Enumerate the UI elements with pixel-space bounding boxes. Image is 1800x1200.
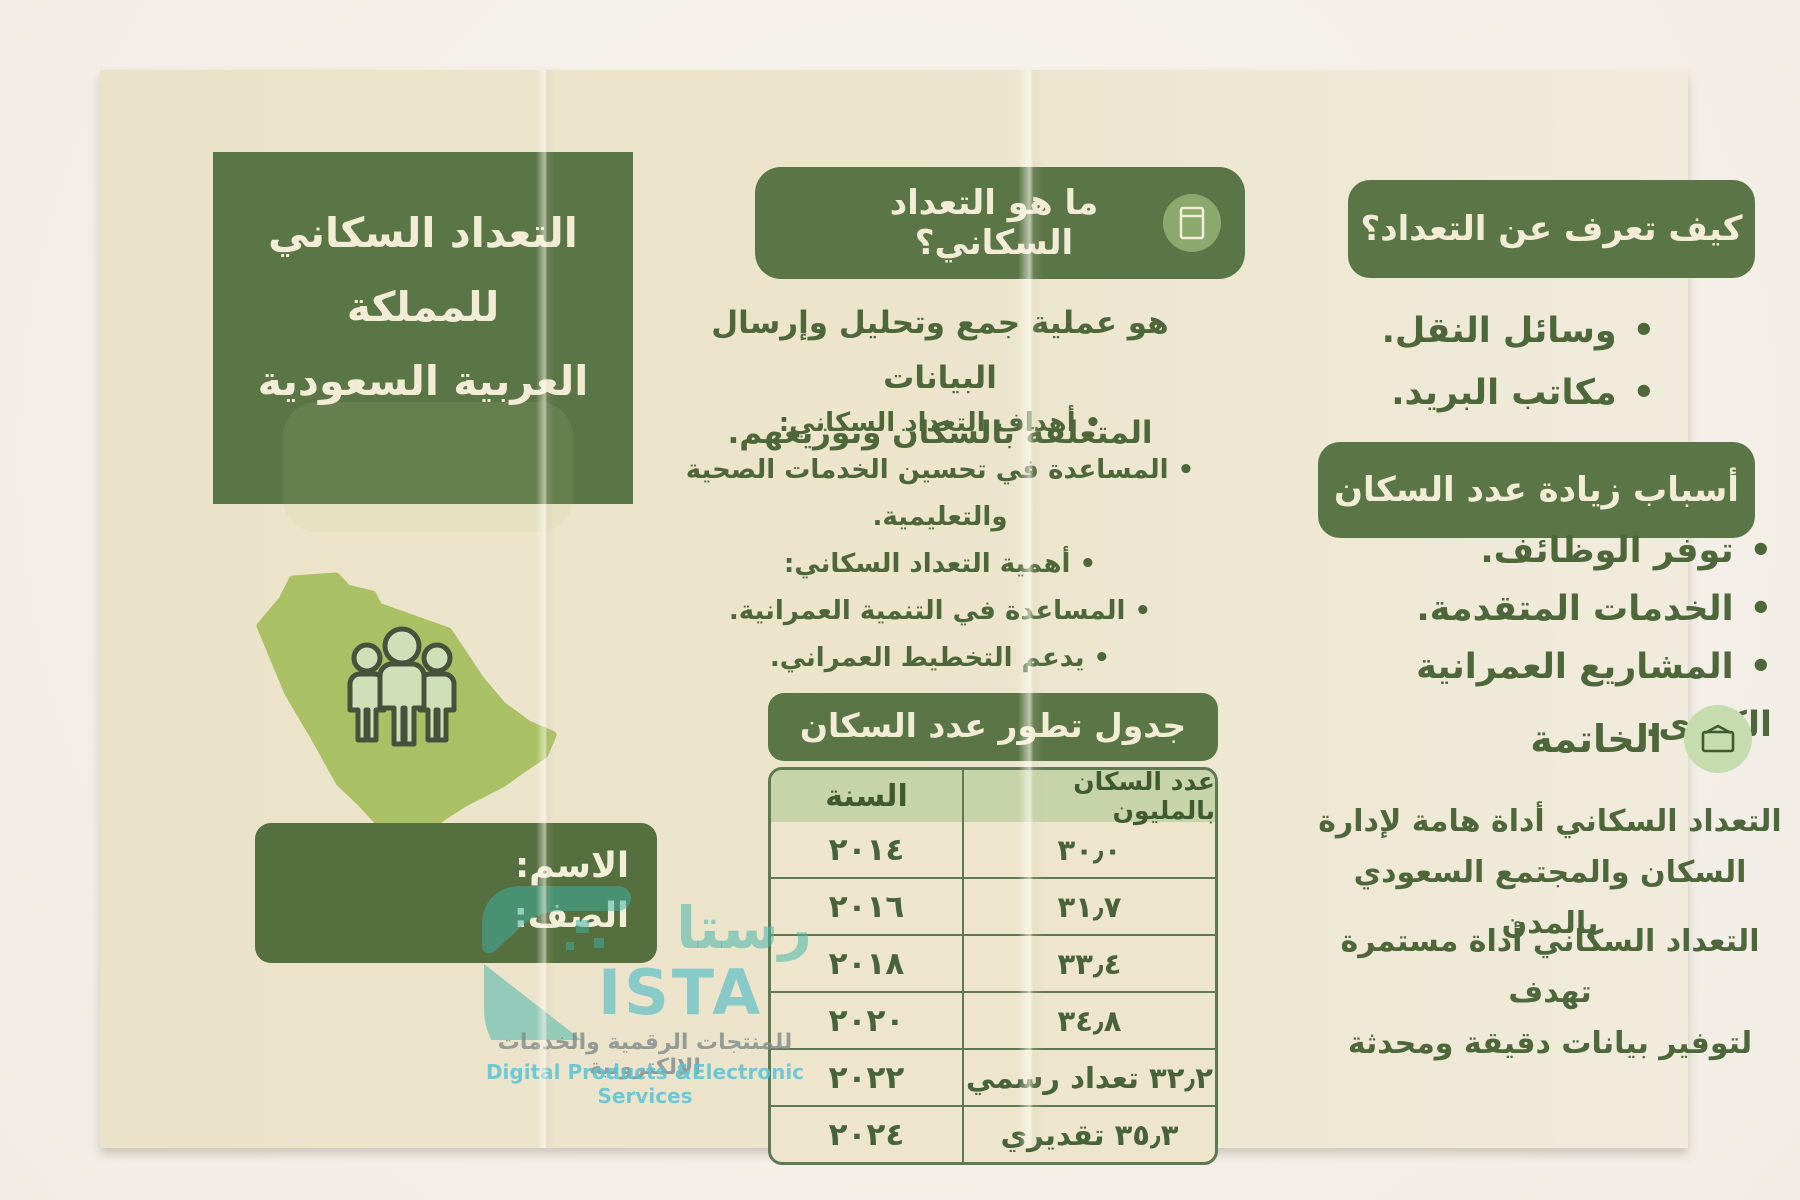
- list-item: • توفر الوظائف.: [1280, 522, 1772, 580]
- population-cell: ٣٥٫٣ تقديري: [961, 1107, 1215, 1162]
- conclusion-heading-row: الخاتمة: [1400, 704, 1752, 774]
- title-box-decoration: [283, 402, 573, 532]
- watermark-latin-wordmark: ISTA: [598, 956, 764, 1029]
- conclusion-p2-line1: التعداد السكاني أداة مستمرة تهدف: [1340, 924, 1760, 1010]
- name-label: الاسم:: [515, 846, 629, 886]
- table-row: ٣٢٫٢ تعداد رسمي ٢٠٢٢: [771, 1048, 1215, 1105]
- table-row: ٣٥٫٣ تقديري ٢٠٢٤: [771, 1105, 1215, 1162]
- census-point: • أهداف التعداد السكاني:: [778, 408, 1102, 438]
- census-point: • يدعم التخطيط العمراني.: [769, 643, 1111, 673]
- column-header-population: عدد السكان بالمليون: [961, 770, 1215, 825]
- population-cell: ٣٣٫٤: [961, 936, 1215, 991]
- mail-icon: [1684, 705, 1752, 773]
- census-points-list: • أهداف التعداد السكاني: • المساعدة في ت…: [675, 400, 1205, 682]
- brochure-page: التعداد السكاني للمملكة العربية السعودية…: [100, 70, 1782, 1165]
- table-row: ٣٠٫٠ ٢٠١٤: [771, 822, 1215, 877]
- calculator-icon: [1163, 194, 1221, 252]
- year-cell: ٢٠١٤: [828, 831, 905, 868]
- year-cell: ٢٠٢٤: [828, 1116, 905, 1153]
- list-item: • الخدمات المتقدمة.: [1280, 580, 1772, 638]
- population-cell: ٣٢٫٢ تعداد رسمي: [961, 1050, 1215, 1105]
- bullet-icon: •: [1632, 311, 1655, 351]
- table-row: ٣٣٫٤ ٢٠١٨: [771, 934, 1215, 991]
- census-point: • أهمية التعداد السكاني:: [783, 549, 1097, 579]
- list-item-label: الخدمات المتقدمة.: [1416, 589, 1734, 629]
- section-header-label: ما هو التعداد السكاني؟: [889, 183, 1099, 263]
- population-cell: ٣٠٫٠: [961, 822, 1215, 877]
- year-cell: ٢٠٢٢: [828, 1059, 905, 1096]
- brochure-title-line1: التعداد السكاني للمملكة: [268, 209, 578, 331]
- census-point: والتعليمية.: [872, 502, 1008, 532]
- list-item: • وسائل النقل.: [1255, 300, 1655, 362]
- table-row: ٣١٫٧ ٢٠١٦: [771, 877, 1215, 934]
- class-label: الصف:: [513, 896, 629, 936]
- census-definition: هو عملية جمع وتحليل وإرسال البيانات المت…: [675, 296, 1205, 461]
- conclusion-paragraph-2: التعداد السكاني أداة مستمرة تهدف لتوفير …: [1300, 916, 1800, 1069]
- year-cell: ٢٠١٨: [828, 945, 905, 982]
- how-to-know-bullet-list: • وسائل النقل. • مكاتب البريد.: [1255, 300, 1655, 424]
- population-increase-bullet-list: •توفر الوظائف. •الخدمات المتقدمة. •المشا…: [1280, 522, 1772, 754]
- census-point: • المساعدة في التنمية العمرانية.: [728, 596, 1152, 626]
- section-header-what-is-census: ما هو التعداد السكاني؟: [755, 167, 1245, 279]
- section-header-label: كيف تعرف عن التعداد؟: [1360, 209, 1743, 249]
- conclusion-p2-line2: لتوفير بيانات دقيقة ومحدثة: [1347, 1026, 1753, 1061]
- year-cell: ٢٠١٦: [828, 888, 905, 925]
- population-table-title: جدول تطور عدد السكان: [768, 693, 1218, 761]
- brochure-title: التعداد السكاني للمملكة العربية السعودية: [213, 196, 633, 418]
- bullet-icon: •: [1749, 647, 1772, 687]
- census-definition-line1: هو عملية جمع وتحليل وإرسال البيانات: [711, 305, 1169, 396]
- census-point: • المساعدة في تحسين الخدمات الصحية: [685, 455, 1195, 485]
- conclusion-heading: الخاتمة: [1530, 717, 1662, 761]
- conclusion-paragraph-1: التعداد السكاني أداة هامة لإدارة السكان …: [1300, 796, 1800, 949]
- table-body: ٣٠٫٠ ٢٠١٤ ٣١٫٧ ٢٠١٦ ٣٣٫٤ ٢٠١٨ ٣٤٫٨ ٢٠٢٠: [771, 822, 1215, 1162]
- section-header-label: أسباب زيادة عدد السكان: [1334, 470, 1739, 510]
- population-cell: ٣٤٫٨: [961, 993, 1215, 1048]
- conclusion-p1-line1: التعداد السكاني أداة هامة لإدارة: [1318, 804, 1782, 839]
- table-row: ٣٤٫٨ ٢٠٢٠: [771, 991, 1215, 1048]
- list-item-label: توفر الوظائف.: [1480, 531, 1734, 571]
- section-header-population-increase: أسباب زيادة عدد السكان: [1318, 442, 1755, 538]
- census-definition-line2: المتعلقة بالسكان وتوزيعهم.: [727, 415, 1153, 451]
- bullet-icon: •: [1749, 531, 1772, 571]
- list-item-label: وسائل النقل.: [1381, 311, 1617, 351]
- bullet-icon: •: [1749, 589, 1772, 629]
- list-item: • مكاتب البريد.: [1255, 362, 1655, 424]
- column-header-year: السنة: [771, 770, 962, 822]
- brochure-title-box: التعداد السكاني للمملكة العربية السعودية: [213, 152, 633, 532]
- name-class-box: الاسم: الصف:: [255, 823, 657, 963]
- brochure-title-line2: العربية السعودية: [257, 357, 589, 405]
- bullet-icon: •: [1632, 373, 1655, 413]
- table-header-row: عدد السكان بالمليون السنة: [771, 770, 1215, 825]
- year-cell: ٢٠٢٠: [828, 1002, 905, 1039]
- people-group-icon: [347, 626, 457, 747]
- conclusion-p1-line2: السكان والمجتمع السعودي بالمدن: [1353, 855, 1747, 941]
- section-header-how-to-know: كيف تعرف عن التعداد؟: [1348, 180, 1755, 278]
- population-table: عدد السكان بالمليون السنة ٣٠٫٠ ٢٠١٤ ٣١٫٧…: [768, 767, 1218, 1165]
- population-table-card: جدول تطور عدد السكان عدد السكان بالمليون…: [768, 693, 1218, 1165]
- list-item-label: مكاتب البريد.: [1391, 373, 1617, 413]
- population-cell: ٣١٫٧: [961, 879, 1215, 934]
